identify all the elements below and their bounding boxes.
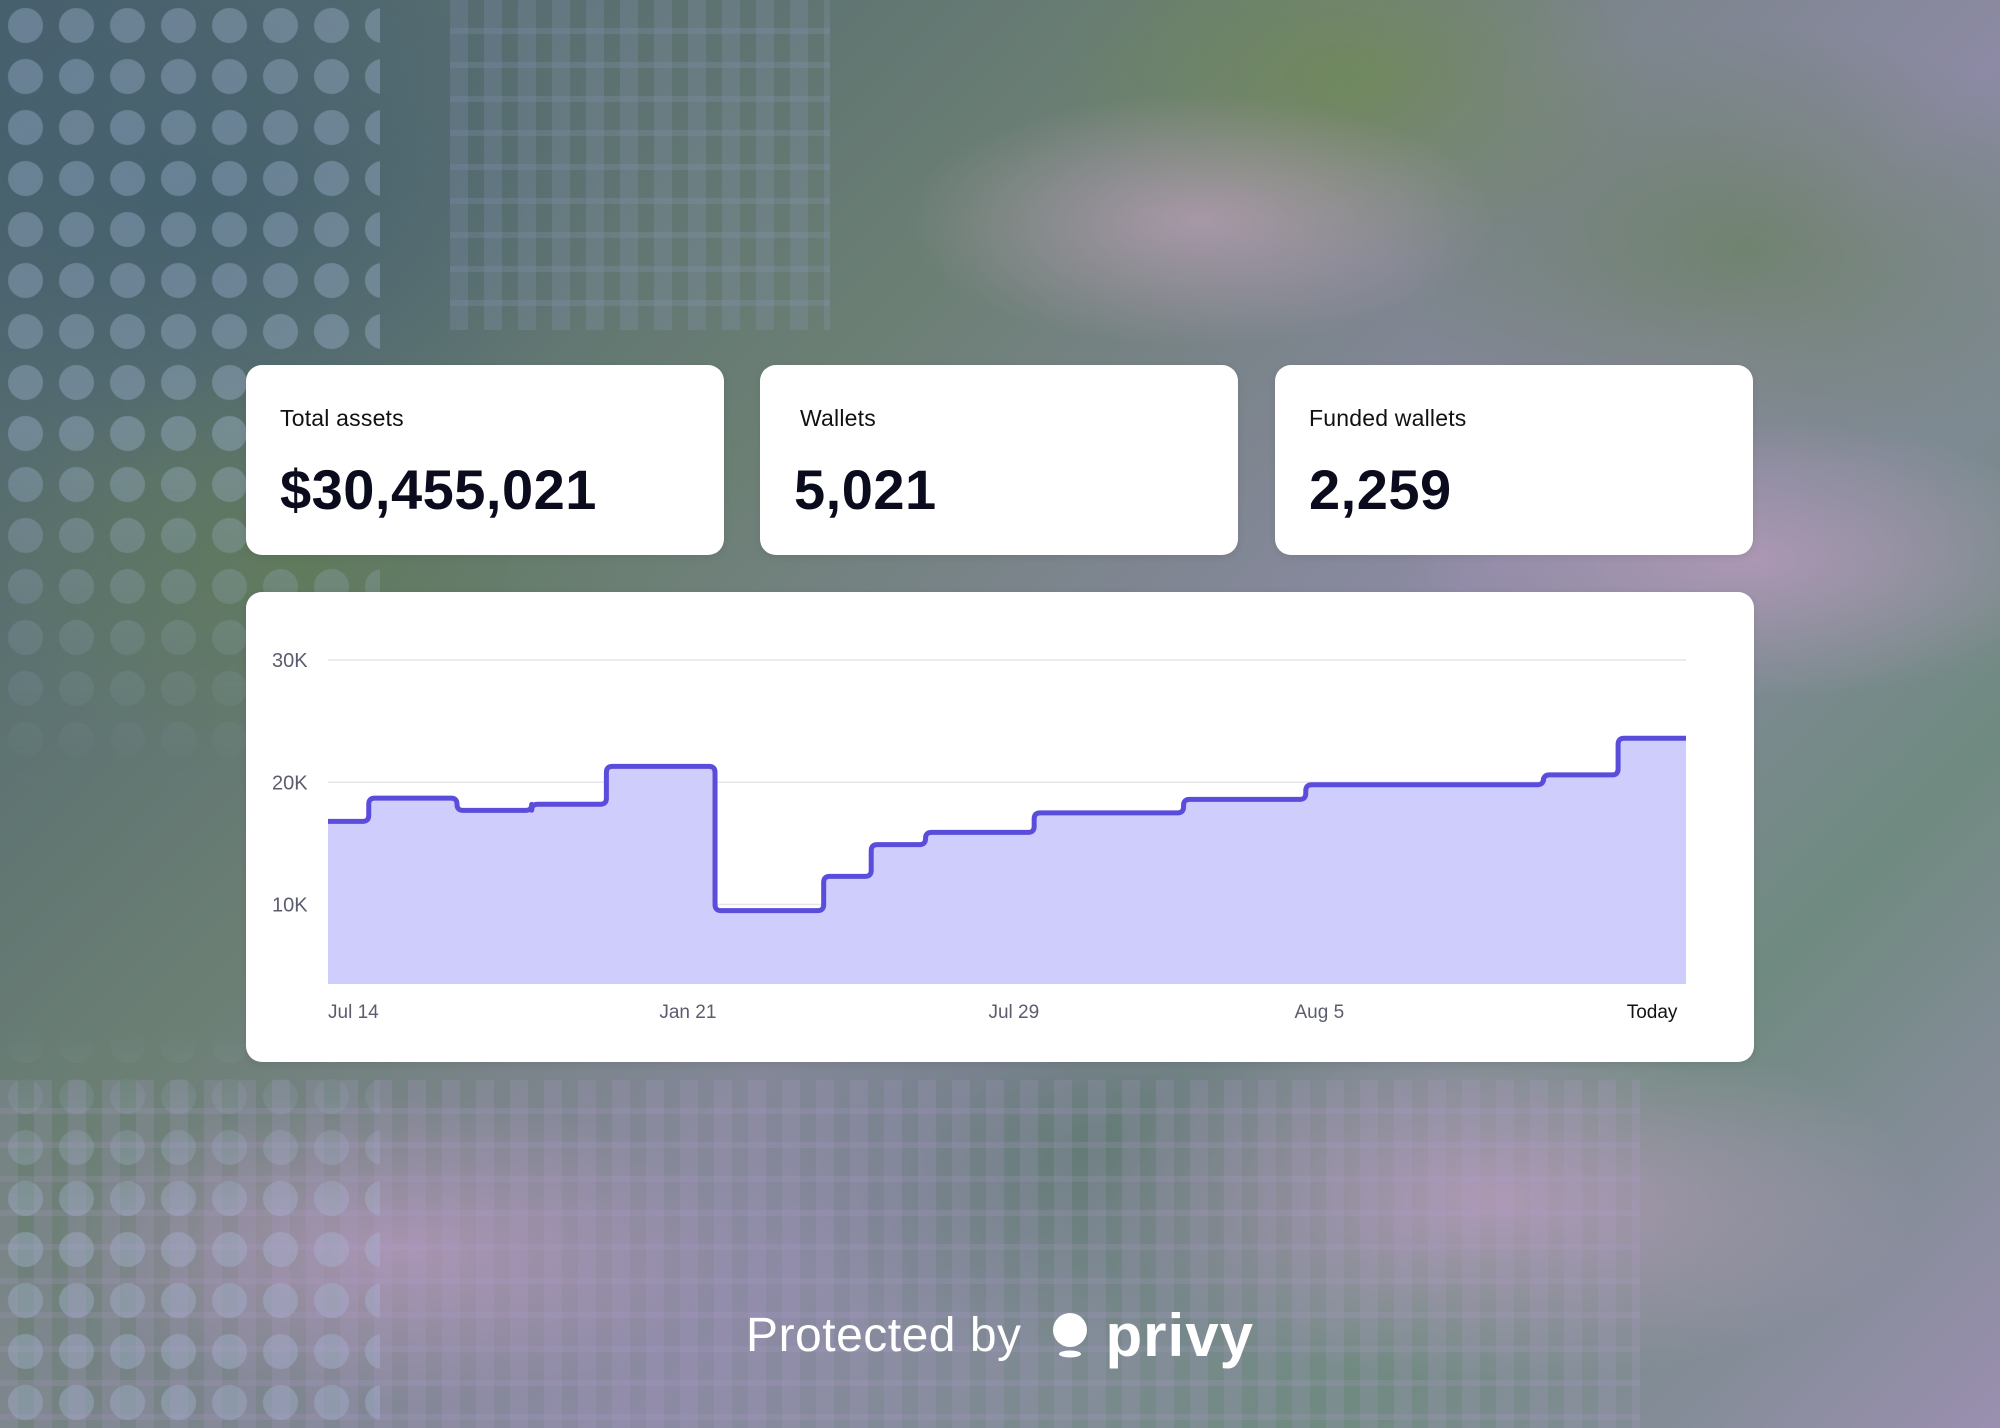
background-grid-pattern [450,0,830,330]
y-tick-label: 20K [272,772,308,794]
total-assets-value: $30,455,021 [280,458,597,521]
series-area-fill [328,738,1686,984]
y-tick-label: 30K [272,650,308,672]
wallets-card: Wallets 5,021 [760,365,1238,555]
total-assets-card: Total assets $30,455,021 [246,365,724,555]
x-tick-label: Today [1627,1002,1678,1023]
x-tick-label: Jul 29 [988,1002,1039,1023]
x-tick-label: Aug 5 [1295,1002,1345,1023]
background-grid-pattern-bottom [0,1080,1640,1428]
x-tick-label: Jan 21 [659,1002,716,1023]
funded-wallets-label: Funded wallets [1309,405,1467,431]
series-line-total-assets [328,735,1686,914]
total-assets-label: Total assets [280,405,404,431]
protected-by-text: Protected by [746,1308,1022,1362]
assets-chart: 30K 20K 10K Jul 14 Jan 21 Jul 29 Aug 5 Today [272,650,1686,1023]
y-tick-label: 10K [272,895,308,917]
wallets-value: 5,021 [794,458,937,521]
funded-wallets-value: 2,259 [1309,458,1452,521]
funded-wallets-card: Funded wallets 2,259 [1275,365,1753,555]
assets-chart-card: 30K 20K 10K Jul 14 Jan 21 Jul 29 Aug 5 Today [246,592,1754,1062]
privy-logo-icon [1052,1313,1087,1358]
wallets-label: Wallets [800,405,876,431]
x-tick-label: Jul 14 [328,1002,379,1023]
privy-wordmark: privy [1105,1301,1254,1369]
footer-protected-by: Protected by privy [0,1300,2000,1370]
